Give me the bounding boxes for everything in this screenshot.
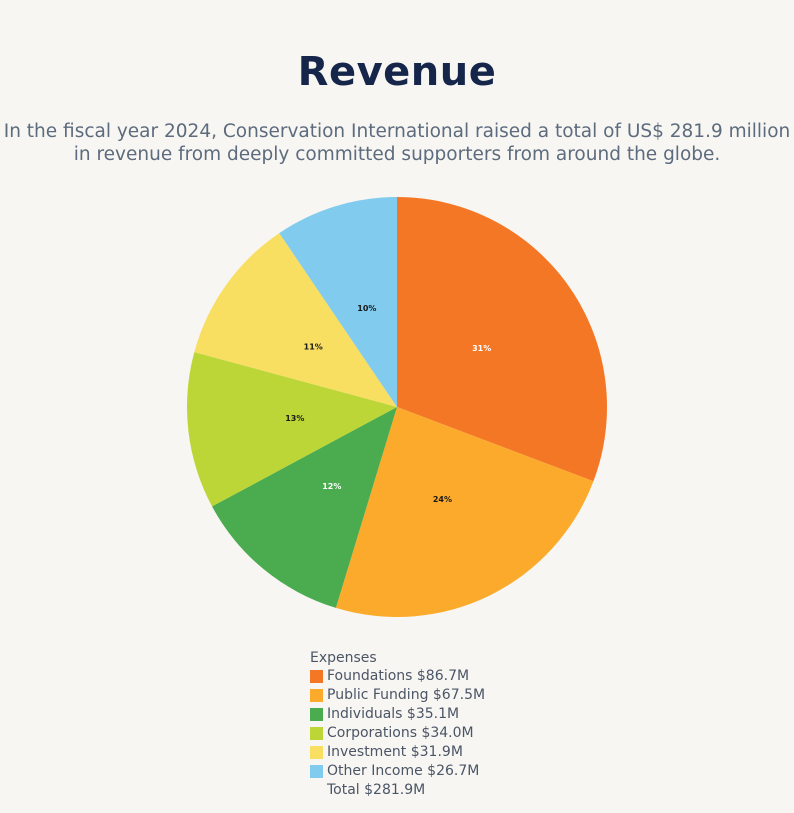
slice-percent-label: 24% [433,495,452,504]
slice-percent-label: 10% [357,304,376,313]
legend-swatch [310,670,323,683]
legend-total: Total $281.9M [327,782,426,798]
legend-swatch [310,727,323,740]
legend-label: Investment $31.9M [327,744,463,760]
legend-item-corporations[interactable]: Corporations $34.0M [310,724,485,743]
slice-percent-label: 13% [285,414,304,423]
pie-slice-other-income[interactable] [279,197,397,407]
subtitle-line-1: In the fiscal year 2024, Conservation In… [3,121,791,142]
pie-slice-corporations[interactable] [187,352,397,507]
legend-label: Other Income $26.7M [327,763,480,779]
page-subtitle: In the fiscal year 2024, Conservation In… [0,120,794,166]
legend-item-public-funding[interactable]: Public Funding $67.5M [310,686,485,705]
subtitle-line-2: in revenue from deeply committed support… [73,144,721,165]
legend-label: Corporations $34.0M [327,725,474,741]
legend-item-foundations[interactable]: Foundations $86.7M [310,667,485,686]
pie-slice-investment[interactable] [194,233,397,407]
legend-item-investment[interactable]: Investment $31.9M [310,743,485,762]
legend-label: Foundations $86.7M [327,668,470,684]
slice-percent-label: 31% [472,344,491,353]
chart-legend: Expenses Foundations $86.7M Public Fundin… [310,649,485,800]
legend-label: Individuals $35.1M [327,706,460,722]
pie-slice-foundations[interactable] [397,197,607,482]
page-title: Revenue [297,49,497,95]
slice-percent-label: 12% [322,482,341,491]
legend-title: Expenses [310,650,377,666]
legend-item-individuals[interactable]: Individuals $35.1M [310,705,485,724]
legend-swatch [310,746,323,759]
slice-percent-label: 11% [304,343,323,352]
legend-swatch [310,765,323,778]
pie-slice-public-funding[interactable] [335,407,594,617]
legend-swatch [310,708,323,721]
legend-rows: Foundations $86.7M Public Funding $67.5M I… [310,667,485,781]
legend-item-other-income[interactable]: Other Income $26.7M [310,762,485,781]
legend-swatch [310,689,323,702]
legend-label: Public Funding $67.5M [327,687,486,703]
pie-slice-individuals[interactable] [212,407,397,608]
